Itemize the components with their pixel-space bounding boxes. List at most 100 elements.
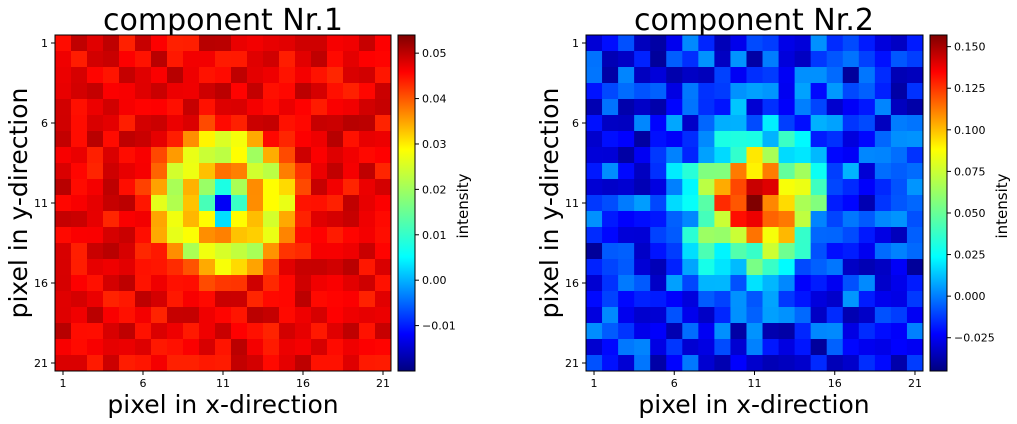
heatmap-cell xyxy=(151,355,168,372)
heatmap-cell xyxy=(794,307,812,324)
heatmap-cell xyxy=(135,51,152,68)
heatmap-cell xyxy=(746,131,763,148)
heatmap-cell xyxy=(858,275,876,292)
heatmap-cell xyxy=(714,227,731,244)
heatmap-cell xyxy=(906,99,924,116)
heatmap-cell xyxy=(103,99,120,116)
heatmap-cell xyxy=(215,83,232,100)
heatmap-cell xyxy=(858,307,876,324)
heatmap-cell xyxy=(119,163,136,180)
heatmap-cell xyxy=(199,131,216,148)
heatmap-cell xyxy=(167,131,184,148)
heatmap-cell xyxy=(730,35,747,52)
heatmap-cell xyxy=(746,51,763,68)
heatmap-cell xyxy=(327,35,344,52)
heatmap-cell xyxy=(730,131,747,148)
heatmap-cell xyxy=(682,179,699,196)
heatmap-cell xyxy=(295,259,312,276)
heatmap-cell xyxy=(858,67,876,84)
heatmap-cell xyxy=(618,51,635,68)
heatmap-cell xyxy=(746,339,763,356)
heatmap-cell xyxy=(183,99,200,116)
heatmap-cell xyxy=(874,243,892,260)
heatmap-cell xyxy=(730,355,747,372)
heatmap-cell xyxy=(71,115,88,132)
heatmap-cell xyxy=(666,83,683,100)
heatmap-cell xyxy=(215,179,232,196)
heatmap-cell xyxy=(586,115,603,132)
heatmap-cell xyxy=(71,147,88,164)
heatmap-cell xyxy=(55,51,72,68)
heatmap-cell xyxy=(311,323,328,340)
heatmap-cell xyxy=(842,227,860,244)
heatmap-cell xyxy=(746,115,763,132)
heatmap-cell xyxy=(263,195,280,212)
x-tick-label: 11 xyxy=(216,377,230,390)
heatmap-cell xyxy=(762,291,779,308)
heatmap-cell xyxy=(730,67,747,84)
x-tick-label: 16 xyxy=(296,377,310,390)
heatmap-cell xyxy=(890,115,908,132)
heatmap-cell xyxy=(119,211,136,228)
heatmap-cell xyxy=(826,211,844,228)
heatmap-cell xyxy=(231,115,248,132)
heatmap-cell xyxy=(311,211,328,228)
heatmap-cell xyxy=(634,211,651,228)
heatmap-cell xyxy=(151,259,168,276)
heatmap-cell xyxy=(295,243,312,260)
heatmap-cell xyxy=(183,291,200,308)
heatmap-cell xyxy=(343,99,360,116)
heatmap-cell xyxy=(618,131,635,148)
heatmap-cell xyxy=(778,51,796,68)
heatmap-cell xyxy=(311,35,328,52)
heatmap-cell xyxy=(906,307,924,324)
heatmap-cell xyxy=(375,259,392,276)
heatmap-cell xyxy=(135,67,152,84)
heatmap-cell xyxy=(762,67,779,84)
heatmap-cell xyxy=(794,179,812,196)
heatmap-cell xyxy=(666,307,683,324)
heatmap-cell xyxy=(311,179,328,196)
heatmap-cell xyxy=(311,115,328,132)
heatmap-cell xyxy=(810,307,828,324)
heatmap-cell xyxy=(890,307,908,324)
heatmap-cell xyxy=(183,195,200,212)
heatmap-cell xyxy=(906,275,924,292)
heatmap-cell xyxy=(279,115,296,132)
heatmap-cell xyxy=(650,51,667,68)
heatmap-cell xyxy=(183,259,200,276)
heatmap-cell xyxy=(890,243,908,260)
heatmap-cell xyxy=(71,179,88,196)
heatmap-cell xyxy=(906,243,924,260)
heatmap-cell xyxy=(215,339,232,356)
heatmap-cell xyxy=(247,211,264,228)
x-tick-label: 6 xyxy=(671,377,678,390)
heatmap-cell xyxy=(586,179,603,196)
colorbar-tick-label: 0.03 xyxy=(422,138,447,151)
heatmap-cell xyxy=(295,355,312,372)
colorbar-ticks-2: 0.150 0.125 0.100 0.075 0.050 0.025 0.000 −0.02… xyxy=(947,41,995,345)
heatmap-cell xyxy=(55,35,72,52)
heatmap-cell xyxy=(103,179,120,196)
heatmap-cell xyxy=(279,83,296,100)
heatmap-cell xyxy=(327,163,344,180)
heatmap-cell xyxy=(650,83,667,100)
heatmap-cell xyxy=(794,51,812,68)
heatmap-cell xyxy=(634,163,651,180)
heatmap-cell xyxy=(327,259,344,276)
heatmap-cell xyxy=(135,227,152,244)
heatmap-cell xyxy=(730,179,747,196)
heatmap-cell xyxy=(762,275,779,292)
heatmap-cell xyxy=(730,83,747,100)
heatmap-cell xyxy=(698,51,715,68)
heatmap-cell xyxy=(714,259,731,276)
heatmap-cell xyxy=(682,99,699,116)
heatmap-cell xyxy=(794,323,812,340)
heatmap-cell xyxy=(295,51,312,68)
heatmap-cell xyxy=(762,227,779,244)
heatmap-cell xyxy=(874,355,892,372)
heatmap-cell xyxy=(343,291,360,308)
heatmap-cell xyxy=(906,291,924,308)
heatmap-cell xyxy=(826,147,844,164)
heatmap-cell xyxy=(826,227,844,244)
